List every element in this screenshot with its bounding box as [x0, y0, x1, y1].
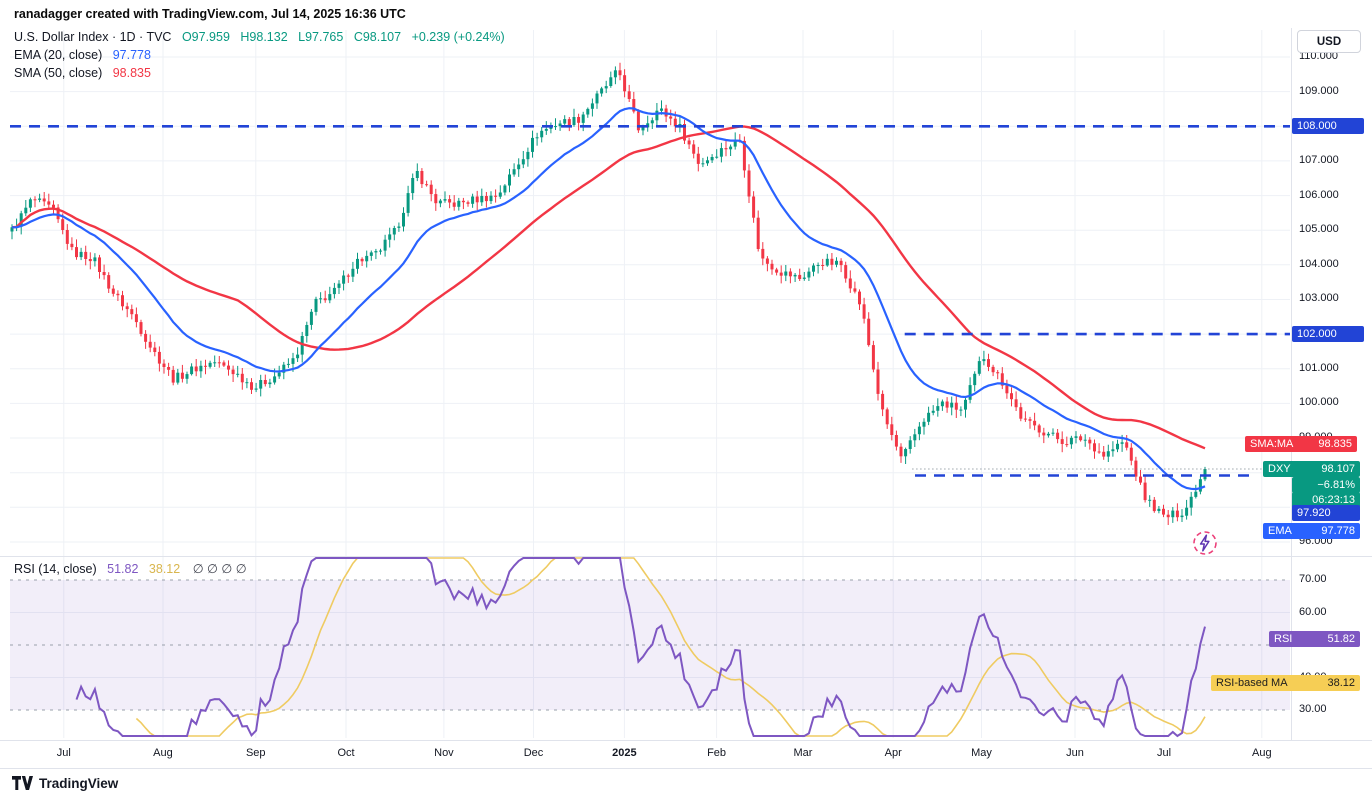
time-tick-label: Jul — [1157, 747, 1172, 759]
dxy-countdown-badge: 06:23:13 — [1292, 492, 1360, 508]
price-tick-label: 101.000 — [1299, 361, 1339, 374]
rsi-hidden-values: ∅ ∅ ∅ ∅ — [192, 562, 247, 576]
time-tick-label: Aug — [153, 747, 173, 759]
rsi-pane-separator[interactable] — [0, 556, 1372, 557]
rsi-legend: RSI (14, close) 51.82 38.12 ∅ ∅ ∅ ∅ — [14, 561, 247, 580]
time-tick-label: Mar — [793, 747, 813, 759]
time-tick-label: Apr — [884, 747, 902, 759]
main-legend: U.S. Dollar Index · 1D · TVC O97.959 H98… — [14, 30, 505, 84]
rsi-ma-value-badge: RSI-based MA 38.12 — [1211, 675, 1360, 691]
events-icon[interactable] — [1192, 530, 1218, 556]
time-tick-label: 2025 — [612, 747, 637, 759]
price-tick-label: 100.000 — [1299, 396, 1339, 409]
change-value: +0.239 (+0.24%) — [411, 30, 505, 44]
rsi-tick-label: 60.00 — [1299, 605, 1327, 618]
rsi-ma-value: 38.12 — [148, 562, 181, 576]
tradingview-logo-icon — [12, 776, 33, 790]
price-axis[interactable]: 96.00097.00098.00099.000100.000101.00010… — [1291, 0, 1372, 740]
sma-legend-row: SMA (50, close) 98.835 — [14, 66, 505, 80]
close-value: C98.107 — [353, 30, 402, 44]
tradingview-logo[interactable]: TradingView — [12, 776, 118, 791]
tradingview-logo-text: TradingView — [39, 776, 119, 791]
level-9792-badge: 97.920 — [1292, 505, 1360, 521]
time-tick-label: Feb — [707, 747, 727, 759]
currency-button[interactable]: USD — [1297, 30, 1361, 53]
time-tick-label: Nov — [434, 747, 454, 759]
footer-bar: TradingView — [0, 769, 1372, 801]
dxy-change-badge: −6.81% — [1292, 477, 1360, 493]
time-axis-separator — [0, 740, 1372, 741]
sma-label: SMA (50, close) — [14, 66, 103, 80]
rsi-legend-row: RSI (14, close) 51.82 38.12 ∅ ∅ ∅ ∅ — [14, 561, 247, 576]
time-tick-label: Dec — [523, 747, 544, 759]
time-tick-label: Jun — [1066, 747, 1084, 759]
sma-price-badge: SMA:MA 98.835 — [1245, 436, 1357, 452]
rsi-tick-label: 30.00 — [1299, 703, 1327, 715]
price-tick-label: 106.000 — [1299, 188, 1339, 201]
ema-legend-row: EMA (20, close) 97.778 — [14, 48, 505, 62]
rsi-value-badge: RSI 51.82 — [1269, 631, 1360, 647]
attribution-header: ranadagger created with TradingView.com,… — [14, 7, 406, 21]
high-value: H98.132 — [240, 30, 288, 44]
price-tick-label: 104.000 — [1299, 257, 1339, 270]
price-tick-label: 110.000 — [1299, 50, 1338, 62]
dxy-price-badge: DXY 98.107 — [1263, 461, 1360, 477]
footer-separator — [0, 768, 1372, 769]
ema-value: 97.778 — [112, 48, 151, 62]
rsi-label: RSI (14, close) — [14, 562, 97, 576]
rsi-value: 51.82 — [107, 562, 139, 576]
lightning-bolt-icon — [1193, 531, 1217, 555]
chart-canvas[interactable] — [0, 0, 1372, 770]
level-102-badge: 102.000 — [1292, 326, 1364, 342]
time-axis[interactable]: Jul Aug Sep Oct Nov Dec 2025 Feb Mar Apr May Jun Jul… — [0, 741, 1372, 768]
low-value: L97.765 — [298, 30, 344, 44]
time-tick-label: Oct — [337, 747, 355, 759]
time-tick-label: Aug — [1252, 747, 1272, 759]
open-value: O97.959 — [181, 30, 230, 44]
symbol-ohlc-row: U.S. Dollar Index · 1D · TVC O97.959 H98… — [14, 30, 505, 44]
rsi-tick-label: 70.00 — [1299, 573, 1327, 585]
price-tick-label: 109.000 — [1299, 84, 1339, 97]
ema-label: EMA (20, close) — [14, 48, 103, 62]
ema-price-badge: EMA 97.778 — [1263, 523, 1360, 539]
time-tick-label: May — [971, 747, 992, 759]
sma-value: 98.835 — [112, 66, 151, 80]
level-108-badge: 108.000 — [1292, 118, 1364, 134]
time-tick-label: Jul — [56, 747, 71, 759]
symbol-title: U.S. Dollar Index · 1D · TVC — [14, 30, 172, 44]
price-tick-label: 103.000 — [1299, 292, 1339, 305]
time-tick-label: Sep — [245, 747, 266, 759]
price-tick-label: 107.000 — [1299, 153, 1339, 166]
price-axis-border — [1291, 28, 1292, 740]
price-tick-label: 105.000 — [1299, 223, 1339, 236]
